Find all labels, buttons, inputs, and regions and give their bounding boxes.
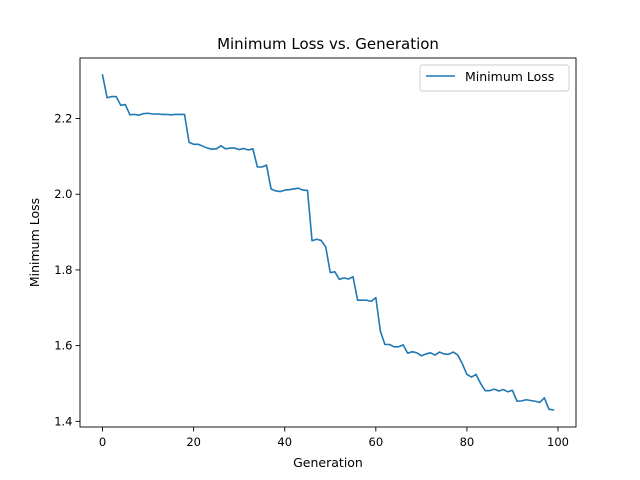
- axes-frame: [79, 57, 577, 428]
- chart-title: Minimum Loss vs. Generation: [217, 35, 439, 53]
- x-tick-label: 100: [547, 435, 569, 449]
- legend-box: [419, 64, 570, 92]
- y-tick-label: 1.8: [54, 263, 72, 277]
- x-axis-label: Generation: [293, 455, 363, 470]
- y-axis-label: Minimum Loss: [27, 198, 42, 287]
- y-tick-label: 1.6: [54, 339, 72, 353]
- x-tick-label: 40: [277, 435, 292, 449]
- series-line-minimum-loss: [101, 74, 555, 411]
- x-tick-label: 80: [460, 435, 475, 449]
- y-axis: 1.4 1.6 1.8 2.0 2.2: [54, 112, 80, 428]
- y-tick-label: 2.2: [54, 112, 72, 126]
- x-tick-label: 20: [186, 435, 201, 449]
- x-axis: 0 20 40 60 80 100: [99, 427, 569, 449]
- y-tick-label: 2.0: [54, 187, 72, 201]
- y-tick-label: 1.4: [54, 414, 72, 428]
- legend-label-minimum-loss: Minimum Loss: [465, 69, 554, 84]
- plot-area: [101, 74, 555, 411]
- x-tick-label: 0: [99, 435, 106, 449]
- x-tick-label: 60: [369, 435, 384, 449]
- legend: Minimum Loss: [419, 64, 570, 92]
